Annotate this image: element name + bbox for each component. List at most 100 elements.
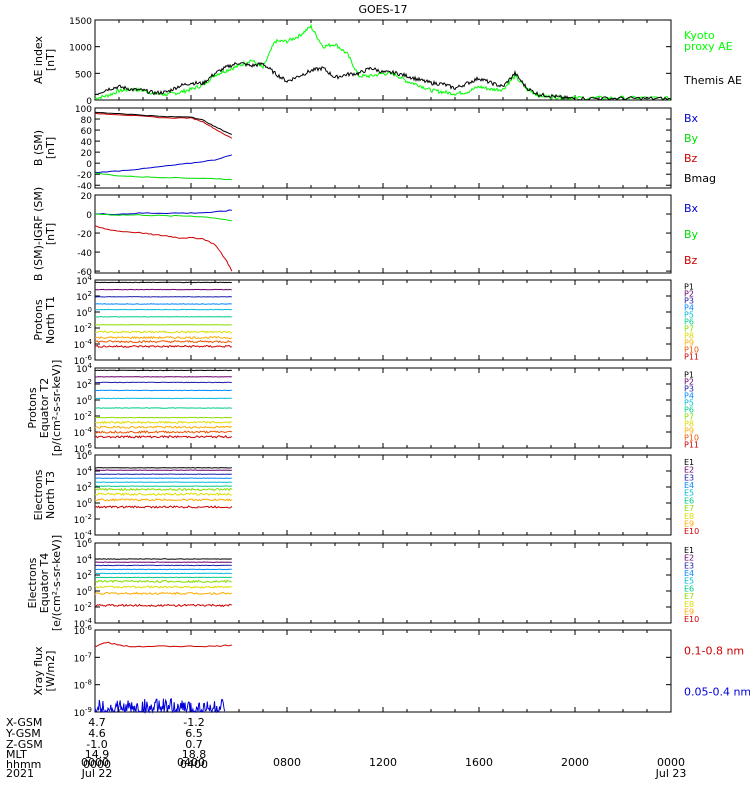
legend-label: E1 (684, 546, 694, 555)
y-axis-label: Electrons (32, 469, 45, 520)
orbit-row-value: -1.0 (86, 738, 107, 751)
legend-label: Bx (684, 202, 699, 215)
series-line-e8 (95, 492, 232, 497)
legend-label: P8 (684, 420, 694, 429)
y-tick-label: 10-2 (74, 322, 92, 335)
y-tick-label: 0 (86, 211, 92, 221)
legend-label: P5 (684, 399, 694, 408)
series-line-0.1-0.8-nm (94, 641, 232, 648)
legend-label: E4 (684, 481, 694, 490)
y-tick-label: 102 (76, 481, 92, 494)
y-tick-label: 100 (76, 497, 92, 510)
series-line-p10 (94, 430, 233, 434)
panel-frame (94, 194, 672, 274)
y-axis-label: [nT] (44, 137, 57, 159)
orbit-row-value: Jul 22 (81, 767, 113, 780)
legend-label: E7 (684, 504, 694, 513)
panel-frame (94, 19, 672, 101)
y-tick-label: -40 (77, 249, 92, 259)
orbit-row-value: -1.2 (183, 716, 204, 729)
panel-frame (94, 542, 672, 624)
x-tick-label: 1200 (369, 756, 397, 769)
orbit-row-label: Z-GSM (6, 738, 43, 751)
x-axis-footer: 0000 0400 0800 1200 1600 2000 0000 X-GSM 4.7 -1.2… (5, 716, 686, 780)
legend-label: E1 (684, 458, 694, 467)
legend-label: Bz (684, 152, 698, 165)
legend-label: P11 (684, 441, 699, 450)
series-line-p11 (94, 435, 233, 439)
legend-label: E5 (684, 577, 694, 586)
y-axis-label: AE index (32, 35, 45, 84)
legend-label: E2 (684, 554, 694, 563)
y-tick-label: -40 (77, 182, 92, 192)
series-line-p9 (94, 335, 233, 340)
legend-label: P5 (684, 311, 694, 320)
legend-label: By (684, 228, 699, 241)
legend-label: P2 (684, 378, 694, 387)
y-tick-label: 104 (76, 553, 92, 566)
y-tick-label: 1500 (69, 17, 92, 27)
x-tick-label: 0000 (81, 756, 109, 769)
y-tick-label: 10-2 (74, 601, 92, 614)
x-tick-label: 0000 (657, 756, 685, 769)
orbit-row-label: X-GSM (6, 716, 42, 729)
panel-frame (94, 629, 672, 713)
orbit-row-value: 4.7 (88, 716, 106, 729)
legend-label: P6 (684, 406, 694, 415)
y-tick-label: -60 (77, 268, 92, 278)
y-tick-label: 100 (76, 394, 92, 407)
y-axis-label: [nT] (44, 223, 57, 245)
y-tick-label: 100 (76, 306, 92, 319)
y-axis-label: Electrons (26, 557, 39, 608)
legend-label: E8 (684, 600, 694, 609)
legend-label: proxy AE (684, 40, 733, 53)
y-tick-label: -20 (77, 171, 92, 181)
y-axis-label: B (SM) (32, 130, 45, 166)
y-axis-label: [p/(cm²-s-sr-keV)] (50, 360, 63, 457)
y-tick-label: 0 (86, 160, 92, 170)
orbit-row-value: 18.8 (182, 748, 207, 761)
legend-label: P7 (684, 413, 694, 422)
y-tick-label: 20 (81, 192, 93, 202)
panel-frame (94, 454, 672, 536)
series-line-e9 (94, 591, 232, 596)
series-line-kyoto-proxy-ae (94, 23, 672, 101)
y-tick-label: 10-8 (74, 679, 92, 692)
series-line-bz (94, 225, 233, 272)
series-line-bx (94, 209, 232, 215)
y-tick-label: 10-4 (74, 426, 93, 439)
y-axis-label: [e/(cm²-s-sr-keV)] (50, 535, 63, 631)
y-tick-label: 10-4 (74, 338, 93, 351)
legend-label: P7 (684, 325, 694, 334)
x-tick-label: 2000 (561, 756, 589, 769)
legend-label: P10 (684, 346, 699, 355)
legend-label: E6 (684, 496, 694, 505)
y-tick-label: -20 (77, 230, 92, 240)
series-line-e7 (94, 487, 233, 492)
legend-label: E9 (684, 607, 694, 616)
y-tick-label: 40 (81, 138, 93, 148)
series-line-p8 (94, 420, 232, 425)
y-axis-label: North T1 (44, 296, 57, 344)
legend-label: E7 (684, 592, 694, 601)
series-line-0.05-0.4-nm (94, 697, 226, 714)
series-line-bz (94, 112, 233, 139)
series-line-e9 (94, 497, 233, 502)
x-tick-label: 0800 (273, 756, 301, 769)
series-line-by (94, 213, 232, 222)
series-line-e10 (94, 603, 232, 608)
y-axis-label: Protons (32, 299, 45, 340)
series-line-bx (94, 154, 232, 174)
legend-label: Themis AE (683, 74, 742, 87)
orbit-row-label: MLT (6, 748, 27, 761)
y-axis-label: Protons (26, 387, 39, 428)
legend-label: E5 (684, 489, 694, 498)
y-tick-label: 1000 (69, 44, 92, 54)
y-tick-label: 100 (76, 585, 92, 598)
legend-label: Bx (684, 112, 699, 125)
legend-label: P3 (684, 385, 694, 394)
